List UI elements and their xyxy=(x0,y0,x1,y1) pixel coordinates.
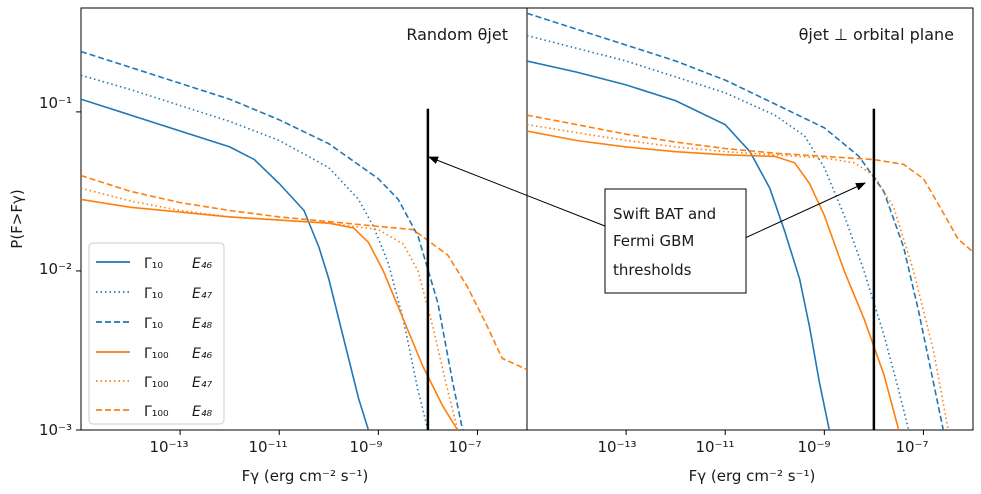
annotation-line-1: Fermi GBM xyxy=(613,232,694,250)
legend-box xyxy=(88,242,225,425)
panel-title-random: Random θjet xyxy=(406,25,508,44)
series-line-panel0-5 xyxy=(81,174,527,371)
right-panel-frame xyxy=(526,7,974,431)
annotation-box xyxy=(604,188,747,294)
y-tick-label-1: 10⁻² xyxy=(39,260,72,278)
series-line-panel0-3 xyxy=(81,198,459,430)
axis-ticks xyxy=(76,111,924,435)
legend-gamma-3: Γ₁₀₀ xyxy=(144,346,169,362)
series-line-panel1-4 xyxy=(527,123,949,430)
series-line-panel1-0 xyxy=(527,60,831,430)
series-line-panel0-0 xyxy=(81,98,370,430)
x-tick-label-right-2: 10⁻⁹ xyxy=(797,438,830,456)
legend-energy-5: E₄₈ xyxy=(192,404,212,420)
series-line-panel0-2 xyxy=(81,50,464,430)
legend: Γ₁₀ E₄₆ Γ₁₀ E₄₇ Γ₁₀ E₄₈ Γ₁₀₀ E₄₆ Γ₁₀₀ E₄… xyxy=(88,242,225,425)
series-line-panel0-4 xyxy=(81,187,459,430)
right-panel-series xyxy=(527,12,973,430)
x-tick-label-left-2: 10⁻⁹ xyxy=(349,438,382,456)
legend-gamma-0: Γ₁₀ xyxy=(144,256,163,272)
x-tick-label-right-1: 10⁻¹¹ xyxy=(695,438,734,456)
legend-gamma-4: Γ₁₀₀ xyxy=(144,375,169,391)
x-axis-label-right: Fγ (erg cm⁻² s⁻¹) xyxy=(689,467,816,485)
series-line-panel0-1 xyxy=(81,74,429,430)
y-axis-label: P(F>Fγ) xyxy=(8,189,26,248)
x-tick-label-left-0: 10⁻¹³ xyxy=(149,438,188,456)
x-tick-label-left-3: 10⁻⁷ xyxy=(448,438,481,456)
x-axis-label-left: Fγ (erg cm⁻² s⁻¹) xyxy=(242,467,369,485)
legend-gamma-2: Γ₁₀ xyxy=(144,316,163,332)
legend-energy-3: E₄₆ xyxy=(192,346,212,362)
left-panel-series xyxy=(81,50,527,430)
series-line-panel1-2 xyxy=(527,12,945,430)
annotation-line-2: thresholds xyxy=(613,261,692,279)
series-line-panel1-5 xyxy=(527,114,973,253)
annotation-line-0: Swift BAT and xyxy=(613,205,716,223)
legend-gamma-5: Γ₁₀₀ xyxy=(144,404,169,420)
x-tick-label-right-3: 10⁻⁷ xyxy=(895,438,928,456)
y-tick-label-0: 10⁻¹ xyxy=(39,94,72,112)
x-tick-label-right-0: 10⁻¹³ xyxy=(597,438,636,456)
panel-title-perpendicular: θjet ⊥ orbital plane xyxy=(799,25,954,44)
legend-energy-0: E₄₆ xyxy=(192,256,212,272)
legend-gamma-1: Γ₁₀ xyxy=(144,286,163,302)
annotation-arrow-right xyxy=(744,182,866,239)
legend-energy-2: E₄₈ xyxy=(192,316,212,332)
legend-energy-1: E₄₇ xyxy=(192,286,212,302)
legend-energy-4: E₄₇ xyxy=(192,375,212,391)
x-tick-label-left-1: 10⁻¹¹ xyxy=(248,438,287,456)
y-tick-label-2: 10⁻³ xyxy=(39,421,72,439)
annotation-arrow-left xyxy=(428,156,611,229)
series-line-panel1-3 xyxy=(527,130,900,430)
